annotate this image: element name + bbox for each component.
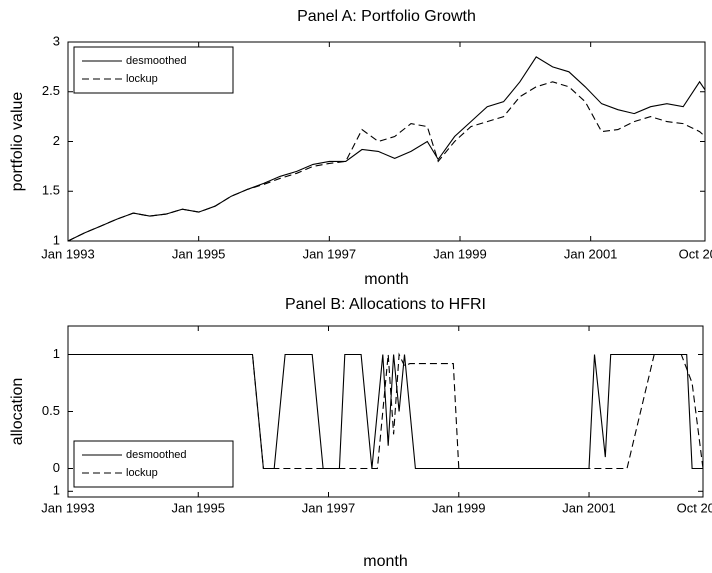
y-tick-label: 1.5 [42,183,60,198]
x-tick-label: Jan 2001 [562,500,616,515]
x-tick-label: Jan 1999 [433,246,487,261]
x-tick-label: Jan 1995 [172,500,226,515]
legend-box [73,46,234,94]
x-tick-label: Oct 2002 [677,500,712,515]
y-axis-label: allocation [9,378,26,446]
chart-title: Panel B: Allocations to HFRI [285,296,486,313]
x-tick-label: Jan 1999 [432,500,486,515]
chart-title: Panel A: Portfolio Growth [297,8,476,25]
y-tick-label: 0.5 [42,403,60,418]
x-tick-label: Jan 1997 [303,246,357,261]
y-tick-label: 1 [53,232,60,247]
x-tick-label: Jan 1995 [172,246,226,261]
y-tick-label: 1 [53,346,60,361]
series-line [67,81,706,242]
x-tick-label: Jan 2001 [564,246,618,261]
legend-label: lockup [126,73,158,85]
x-axis-label: month [364,271,408,288]
legend-label: desmoothed [126,449,187,461]
legend-box [73,440,234,488]
x-axis-label: month [363,553,407,570]
legend-label: desmoothed [126,55,187,67]
y-tick-label: 0 [53,460,60,475]
series-line [68,353,703,470]
y-tick-label: 2 [53,133,60,148]
x-tick-label: Jan 1993 [41,246,95,261]
y-tick-label: 2.5 [42,83,60,98]
x-tick-label: Oct 2002 [679,246,712,261]
x-tick-label: Jan 1997 [302,500,356,515]
x-tick-label: Jan 1993 [41,500,95,515]
y-tick-label: 1 [53,483,60,498]
y-tick-label: 3 [53,33,60,48]
legend-label: lockup [126,467,158,479]
y-axis-label: portfolio value [9,92,26,192]
series-line [68,352,704,470]
